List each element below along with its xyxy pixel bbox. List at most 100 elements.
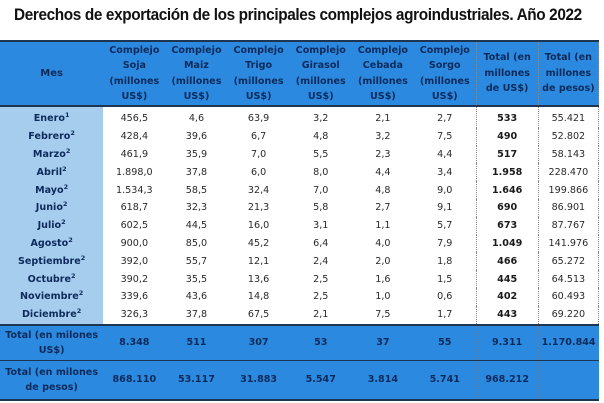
month-cell: Febrero2 <box>0 127 104 146</box>
cell-trigo: 21,3 <box>227 198 290 217</box>
header-trigo: Complejo Trigo (millones US$) <box>227 40 290 107</box>
total-usd-total-pesos: 1.170.844 <box>537 323 599 361</box>
cell-soja: 1.534,3 <box>103 181 166 199</box>
month-name: Noviembre <box>19 291 79 303</box>
table-row: Febrero2 428,4 39,6 6,7 4,8 3,2 7,5 490 52.802 <box>0 127 600 146</box>
cell-cebada: 4,0 <box>351 234 414 253</box>
cell-trigo: 63,9 <box>227 106 290 128</box>
table-row: Mayo2 1.534,3 58,5 32,4 7,0 4,8 9,0 1.646 199.86… <box>0 181 600 199</box>
header-cebada-label: Complejo Cebada (millones US$) <box>357 44 408 103</box>
header-total-pesos-label: Total (en millones de pesos) <box>542 52 595 95</box>
month-cell: Diciembre2 <box>0 305 104 325</box>
month-name: Septiembre <box>17 255 81 267</box>
footnote-marker: 2 <box>70 129 75 138</box>
cell-trigo: 67,5 <box>227 305 290 325</box>
month-name: Abril <box>36 166 63 178</box>
header-maiz: Complejo Maiz (millones US$) <box>165 40 228 107</box>
cell-sorgo: 3,4 <box>413 163 477 182</box>
month-cell: Junio2 <box>0 198 104 217</box>
cell-trigo: 45,2 <box>227 234 290 253</box>
cell-girasol: 8,0 <box>289 163 352 182</box>
table-row: Octubre2 390,2 35,5 13,6 2,5 1,6 1,5 445 64.513 <box>0 270 600 288</box>
cell-trigo: 14,8 <box>227 287 290 306</box>
cell-soja: 900,0 <box>103 234 166 253</box>
cell-soja: 326,3 <box>103 305 166 325</box>
cell-soja: 392,0 <box>103 252 166 271</box>
cell-total-usd: 517 <box>475 145 539 164</box>
cell-sorgo: 2,7 <box>413 106 477 128</box>
month-name: Octubre <box>27 273 72 285</box>
cell-girasol: 2,1 <box>289 305 352 325</box>
cell-sorgo: 9,0 <box>413 181 477 199</box>
total-usd-girasol: 53 <box>289 323 352 361</box>
cell-total-pesos: 228.470 <box>537 163 600 182</box>
table-row: Marzo2 461,9 35,9 7,0 5,5 2,3 4,4 517 58.143 <box>0 145 600 164</box>
month-cell: Octubre2 <box>0 270 104 288</box>
cell-soja: 618,7 <box>103 198 166 217</box>
footnote-marker: 2 <box>78 289 84 298</box>
cell-soja: 390,2 <box>103 270 166 288</box>
cell-soja: 428,4 <box>103 127 166 146</box>
cell-girasol: 2,5 <box>289 270 352 288</box>
cell-maiz: 44,5 <box>165 216 228 235</box>
header-sorgo-label: Complejo Sorgo (millones US$) <box>419 44 470 103</box>
cell-girasol: 7,0 <box>289 181 352 199</box>
cell-soja: 1.898,0 <box>103 163 166 182</box>
cell-total-pesos: 87.767 <box>537 216 600 235</box>
export-duties-table: Mes Complejo Soja (millones US$) Complej… <box>0 40 600 401</box>
cell-trigo: 16,0 <box>227 216 290 235</box>
cell-total-pesos: 141.976 <box>537 234 600 253</box>
header-total-pesos: Total (en millones de pesos) <box>537 40 600 107</box>
cell-maiz: 4,6 <box>165 106 228 128</box>
total-pesos-cebada: 3.814 <box>351 360 414 401</box>
total-usd-trigo: 307 <box>227 323 290 361</box>
total-usd-maiz: 511 <box>165 323 228 361</box>
header-trigo-label: Complejo Trigo (millones US$) <box>233 44 284 103</box>
table-row: Abril2 1.898,0 37,8 6,0 8,0 4,4 3,4 1.958 228.47… <box>0 163 600 182</box>
cell-girasol: 3,2 <box>289 106 352 128</box>
cell-maiz: 85,0 <box>165 234 228 253</box>
header-row: Mes Complejo Soja (millones US$) Complej… <box>0 40 600 107</box>
cell-total-usd: 673 <box>475 216 539 235</box>
month-cell: Enero1 <box>0 106 104 128</box>
cell-cebada: 2,7 <box>351 198 414 217</box>
table-row: Julio2 602,5 44,5 16,0 3,1 1,1 5,7 673 87.767 <box>0 216 600 235</box>
header-girasol-label: Complejo Girasol (millones US$) <box>295 44 346 103</box>
cell-cebada: 1,0 <box>351 287 414 306</box>
table-row: Septiembre2 392,0 55,7 12,1 2,4 2,0 1,8 466 65.2… <box>0 252 600 271</box>
header-girasol: Complejo Girasol (millones US$) <box>289 40 352 107</box>
cell-girasol: 6,4 <box>289 234 352 253</box>
cell-trigo: 12,1 <box>227 252 290 271</box>
footnote-marker: 2 <box>63 182 69 191</box>
month-name: Mayo <box>35 184 64 196</box>
cell-total-usd: 533 <box>475 106 539 128</box>
cell-trigo: 7,0 <box>227 145 290 164</box>
month-cell: Agosto2 <box>0 234 104 253</box>
cell-soja: 461,9 <box>103 145 166 164</box>
cell-maiz: 39,6 <box>165 127 228 146</box>
header-sorgo: Complejo Sorgo (millones US$) <box>413 40 477 107</box>
cell-girasol: 5,5 <box>289 145 352 164</box>
cell-maiz: 37,8 <box>165 163 228 182</box>
cell-trigo: 6,0 <box>227 163 290 182</box>
cell-soja: 602,5 <box>103 216 166 235</box>
footnote-marker: 2 <box>61 218 66 227</box>
cell-maiz: 37,8 <box>165 305 228 325</box>
cell-cebada: 2,0 <box>351 252 414 271</box>
cell-girasol: 3,1 <box>289 216 352 235</box>
cell-sorgo: 5,7 <box>413 216 477 235</box>
month-cell: Marzo2 <box>0 145 104 164</box>
cell-girasol: 4,8 <box>289 127 352 146</box>
total-usd-row: Total (en milones US$) 8.348 511 307 53 … <box>0 323 599 361</box>
total-pesos-total-usd: 968.212 <box>475 360 539 401</box>
cell-total-pesos: 69.220 <box>537 305 600 325</box>
header-soja: Complejo Soja (millones US$) <box>103 40 166 107</box>
header-total-usd-label: Total (en millones de US$) <box>483 52 531 95</box>
total-pesos-row-label: Total (en milones de pesos) <box>0 360 104 401</box>
total-usd-total-usd: 9.311 <box>475 323 539 361</box>
footnote-marker: 2 <box>65 146 71 155</box>
cell-total-usd: 1.646 <box>475 181 539 199</box>
cell-total-usd: 466 <box>475 252 539 271</box>
cell-maiz: 58,5 <box>165 181 228 199</box>
month-name: Julio <box>37 220 62 232</box>
